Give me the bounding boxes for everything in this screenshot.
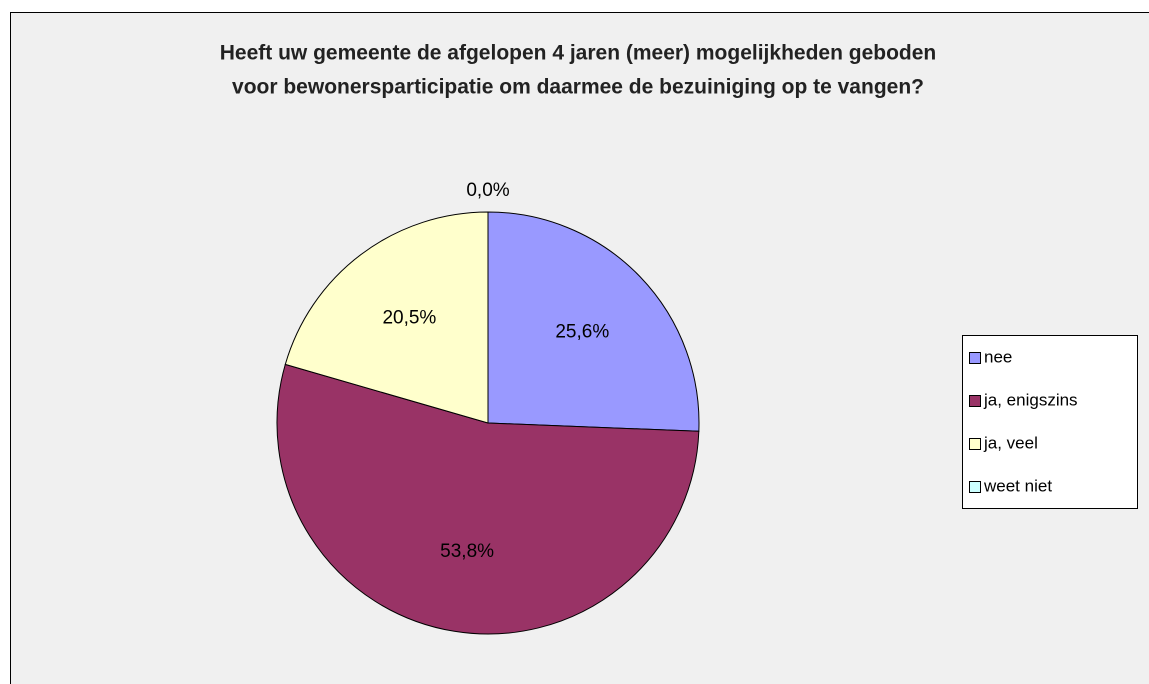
data-label: 25,6% [555, 321, 609, 342]
data-label: 53,8% [440, 541, 494, 562]
chart-title: Heeft uw gemeente de afgelopen 4 jaren (… [220, 42, 937, 65]
legend [962, 335, 1138, 509]
legend-swatch [969, 395, 981, 407]
legend-swatch [969, 481, 981, 493]
data-label: 0,0% [466, 180, 509, 201]
legend-label: weet niet [983, 476, 1052, 495]
legend-swatch [969, 438, 981, 450]
pie-slice [276, 363, 700, 635]
legend-swatch [969, 352, 981, 364]
legend-label: nee [984, 347, 1012, 366]
legend-label: ja, veel [983, 433, 1038, 452]
pie-slice [284, 211, 489, 424]
chart-title: voor bewonersparticipatie om daarmee de … [232, 76, 924, 99]
data-label: 20,5% [382, 307, 436, 328]
legend-label: ja, enigszins [983, 390, 1078, 409]
pie-slice [487, 211, 700, 432]
